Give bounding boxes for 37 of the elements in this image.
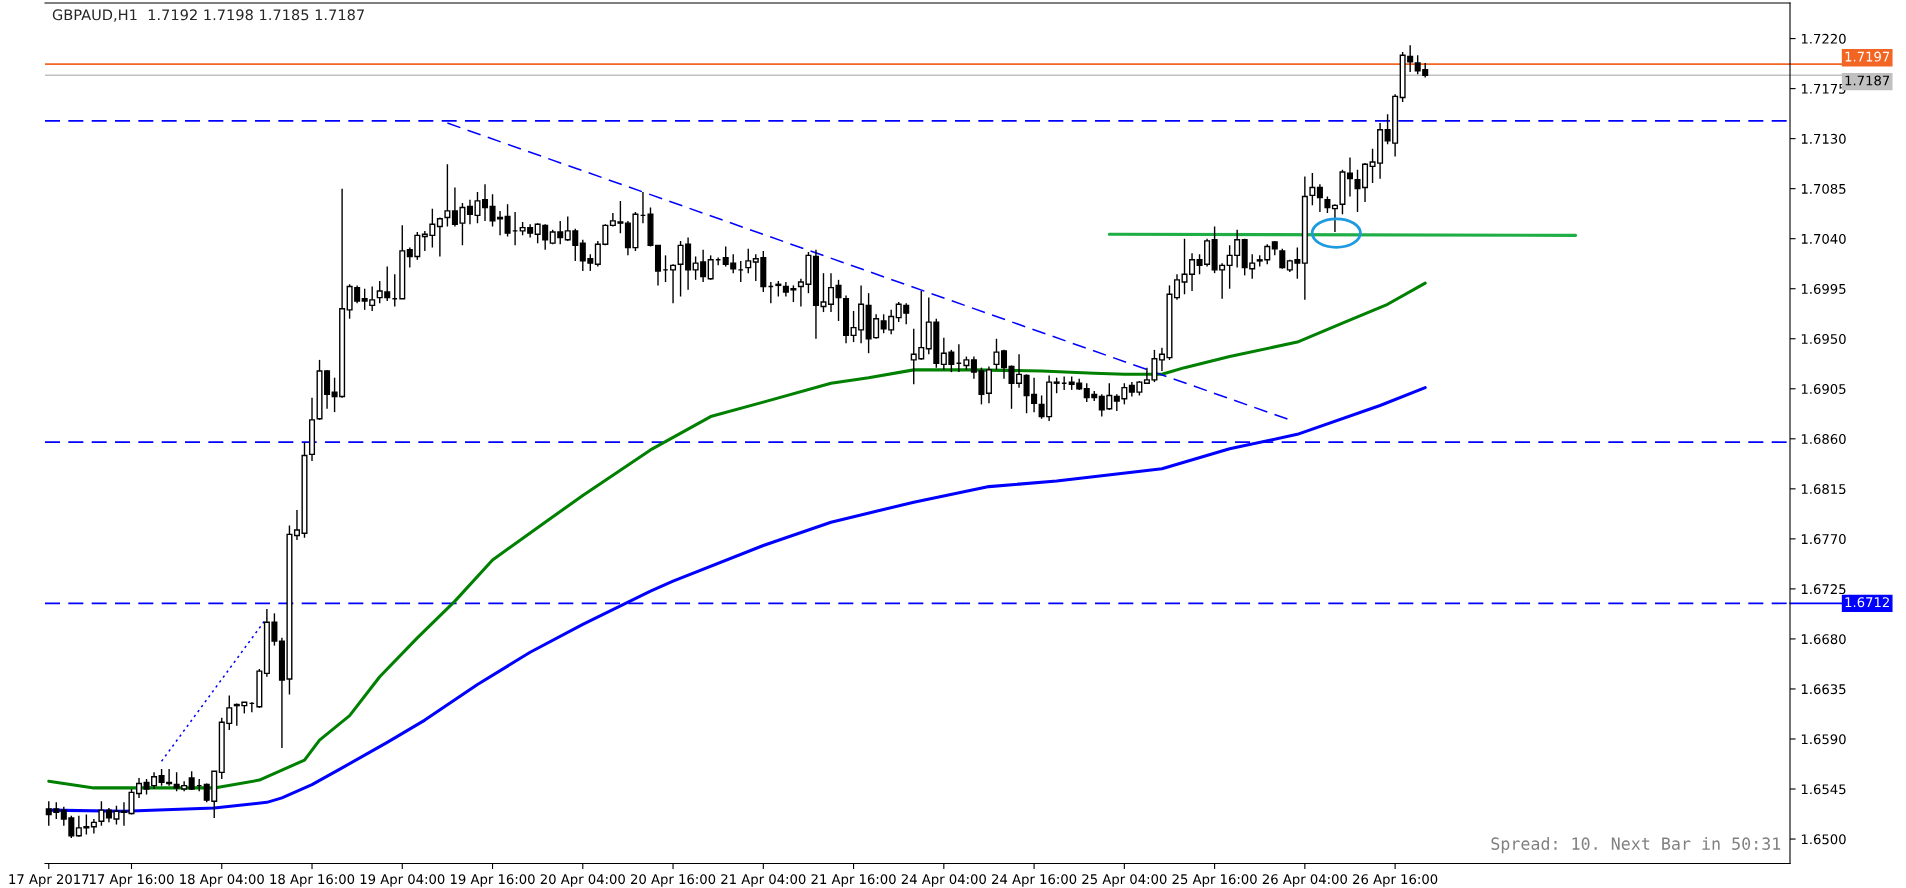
y-tick-label: 1.6635 <box>1801 684 1846 695</box>
y-tick-label: 1.7040 <box>1801 233 1846 244</box>
ref-line-label: 1.6712 <box>1845 597 1889 608</box>
y-tick-label: 1.6725 <box>1801 584 1846 595</box>
x-tick-label: 24 Apr 04:00 <box>901 874 986 887</box>
x-tick-label: 18 Apr 04:00 <box>180 874 264 887</box>
x-tick-label: 25 Apr 16:00 <box>1172 874 1257 887</box>
y-tick-label: 1.6590 <box>1801 734 1846 745</box>
y-tick-label: 1.6815 <box>1801 484 1846 495</box>
y-tick-label: 1.7085 <box>1801 183 1846 194</box>
x-tick-label: 19 Apr 16:00 <box>450 874 535 887</box>
y-tick-label: 1.6950 <box>1801 333 1846 344</box>
y-tick-label: 1.6680 <box>1801 634 1846 645</box>
y-tick-label: 1.7220 <box>1801 33 1846 44</box>
ref-line-label: 1.7197 <box>1845 51 1890 62</box>
x-tick-label: 26 Apr 16:00 <box>1353 874 1438 887</box>
x-tick-label: 21 Apr 04:00 <box>721 874 806 887</box>
x-tick-label: 19 Apr 04:00 <box>360 874 445 887</box>
x-tick-label: 26 Apr 04:00 <box>1262 874 1347 887</box>
y-tick-label: 1.7130 <box>1801 133 1846 144</box>
x-tick-label: 24 Apr 16:00 <box>992 874 1077 887</box>
ref-line-label: 1.7187 <box>1845 75 1890 86</box>
x-tick-label: 20 Apr 04:00 <box>540 874 625 887</box>
y-tick-label: 1.6905 <box>1801 384 1846 394</box>
x-tick-label: 21 Apr 16:00 <box>811 874 896 887</box>
x-tick-label: 18 Apr 16:00 <box>270 874 355 887</box>
x-tick-label: 25 Apr 04:00 <box>1082 874 1167 887</box>
y-tick-label: 1.6860 <box>1801 434 1846 445</box>
chart-title: GBPAUD,H1 1.7192 1.7198 1.7185 1.7187 <box>52 9 364 22</box>
y-tick-label: 1.6500 <box>1801 834 1846 845</box>
x-tick-label: 17 Apr 16:00 <box>89 874 174 887</box>
annotation: Spread: 10. Next Bar in 50:31 <box>1491 837 1781 854</box>
y-tick-label: 1.6545 <box>1801 784 1846 795</box>
y-tick-label: 1.6770 <box>1801 534 1846 545</box>
x-tick-label: 17 Apr 2017 <box>9 874 89 887</box>
y-tick-label: 1.6995 <box>1801 283 1846 294</box>
x-tick-label: 20 Apr 16:00 <box>631 874 716 887</box>
